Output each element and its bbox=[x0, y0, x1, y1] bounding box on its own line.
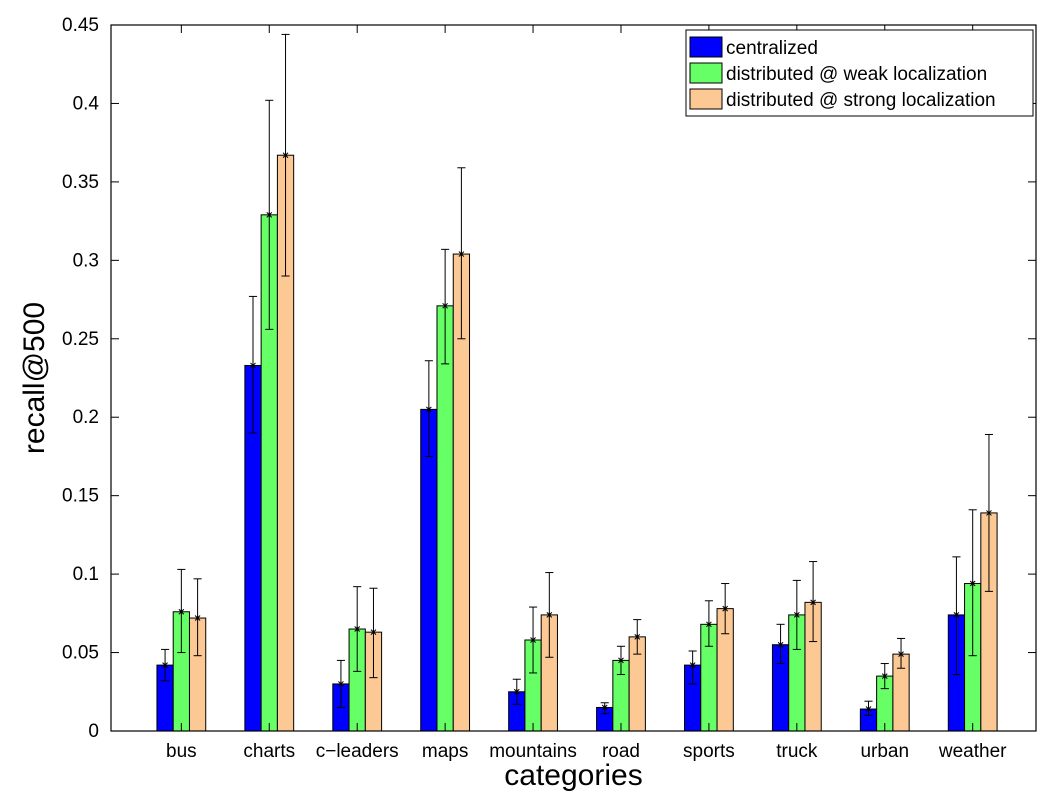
legend-swatch-1 bbox=[689, 36, 723, 58]
mean-marker-2-10 bbox=[969, 580, 976, 587]
x-axis-label: categories bbox=[504, 759, 642, 792]
mean-marker-1-2 bbox=[250, 362, 256, 369]
mean-marker-1-5 bbox=[513, 688, 520, 695]
mean-marker-3-8 bbox=[810, 599, 816, 606]
legend-box bbox=[685, 29, 1034, 117]
mean-marker-1-3 bbox=[338, 681, 344, 687]
mean-marker-1-1 bbox=[162, 662, 168, 668]
x-tick-label-2: charts bbox=[243, 741, 295, 762]
y-tick-label-6: 0.25 bbox=[62, 329, 99, 350]
bar-2-4 bbox=[436, 305, 454, 732]
y-tick-label-10: 0.45 bbox=[62, 15, 99, 36]
mean-marker-3-2 bbox=[282, 152, 289, 159]
bar-1-4 bbox=[420, 408, 438, 732]
legend-label-1: centralized bbox=[726, 38, 818, 59]
mean-marker-3-9 bbox=[898, 651, 904, 657]
mean-marker-2-2 bbox=[266, 211, 273, 218]
y-tick-label-4: 0.15 bbox=[62, 486, 99, 507]
mean-marker-2-4 bbox=[442, 302, 448, 309]
y-tick-label-1: 0 bbox=[88, 721, 99, 742]
mean-marker-1-9 bbox=[865, 706, 872, 712]
y-tick-label-5: 0.2 bbox=[73, 407, 99, 428]
x-tick-label-8: truck bbox=[776, 741, 818, 762]
legend: centralized distributed @ weak localizati… bbox=[685, 29, 1034, 117]
plot-frame bbox=[110, 24, 1037, 732]
mean-marker-2-1 bbox=[178, 608, 185, 615]
y-axis-label: recall@500 bbox=[18, 302, 51, 454]
mean-marker-2-6 bbox=[618, 657, 624, 664]
x-tick-label-3: c−leaders bbox=[316, 741, 399, 762]
mean-marker-3-1 bbox=[194, 615, 201, 621]
mean-marker-3-3 bbox=[370, 629, 377, 636]
mean-marker-3-6 bbox=[634, 634, 641, 640]
x-tick-label-4: maps bbox=[422, 741, 468, 762]
mean-marker-2-9 bbox=[881, 673, 888, 679]
x-tick-label-10: weather bbox=[938, 741, 1007, 762]
y-tick-label-2: 0.05 bbox=[62, 643, 99, 664]
x-tick-label-7: sports bbox=[683, 741, 735, 762]
mean-marker-2-5 bbox=[530, 637, 536, 643]
legend-swatch-3 bbox=[689, 88, 723, 110]
mean-marker-2-7 bbox=[706, 621, 712, 628]
mean-marker-2-3 bbox=[354, 626, 361, 632]
y-axis: 0 0.05 0.1 0.15 0.2 0.25 0.3 0.35 0.4 0.45 bbox=[62, 15, 1036, 742]
mean-marker-3-5 bbox=[546, 612, 553, 618]
mean-marker-3-4 bbox=[458, 251, 465, 257]
y-tick-label-9: 0.4 bbox=[73, 93, 100, 114]
y-tick-label-8: 0.35 bbox=[62, 172, 99, 193]
x-tick-label-1: bus bbox=[166, 741, 197, 762]
error-bars-layer bbox=[161, 33, 994, 716]
x-tick-label-9: urban bbox=[860, 741, 909, 762]
legend-label-2: distributed @ weak localization bbox=[726, 64, 987, 85]
mean-marker-1-7 bbox=[689, 662, 696, 668]
x-axis: bus charts c−leaders maps mountains road sport… bbox=[166, 25, 1007, 762]
y-tick-label-7: 0.3 bbox=[73, 250, 99, 271]
y-tick-label-3: 0.1 bbox=[73, 564, 99, 585]
mean-marker-3-10 bbox=[986, 510, 992, 516]
mean-marker-3-7 bbox=[722, 605, 729, 612]
mean-marker-1-4 bbox=[426, 406, 432, 413]
x-tick-label-6: road bbox=[602, 741, 640, 762]
legend-swatch-2 bbox=[689, 62, 723, 84]
mean-marker-2-8 bbox=[793, 612, 800, 618]
mean-marker-1-10 bbox=[953, 612, 960, 618]
x-tick-label-5: mountains bbox=[489, 741, 577, 762]
mean-marker-1-8 bbox=[777, 641, 784, 648]
legend-label-3: distributed @ strong localization bbox=[726, 90, 996, 111]
mean-marker-1-6 bbox=[601, 704, 608, 711]
